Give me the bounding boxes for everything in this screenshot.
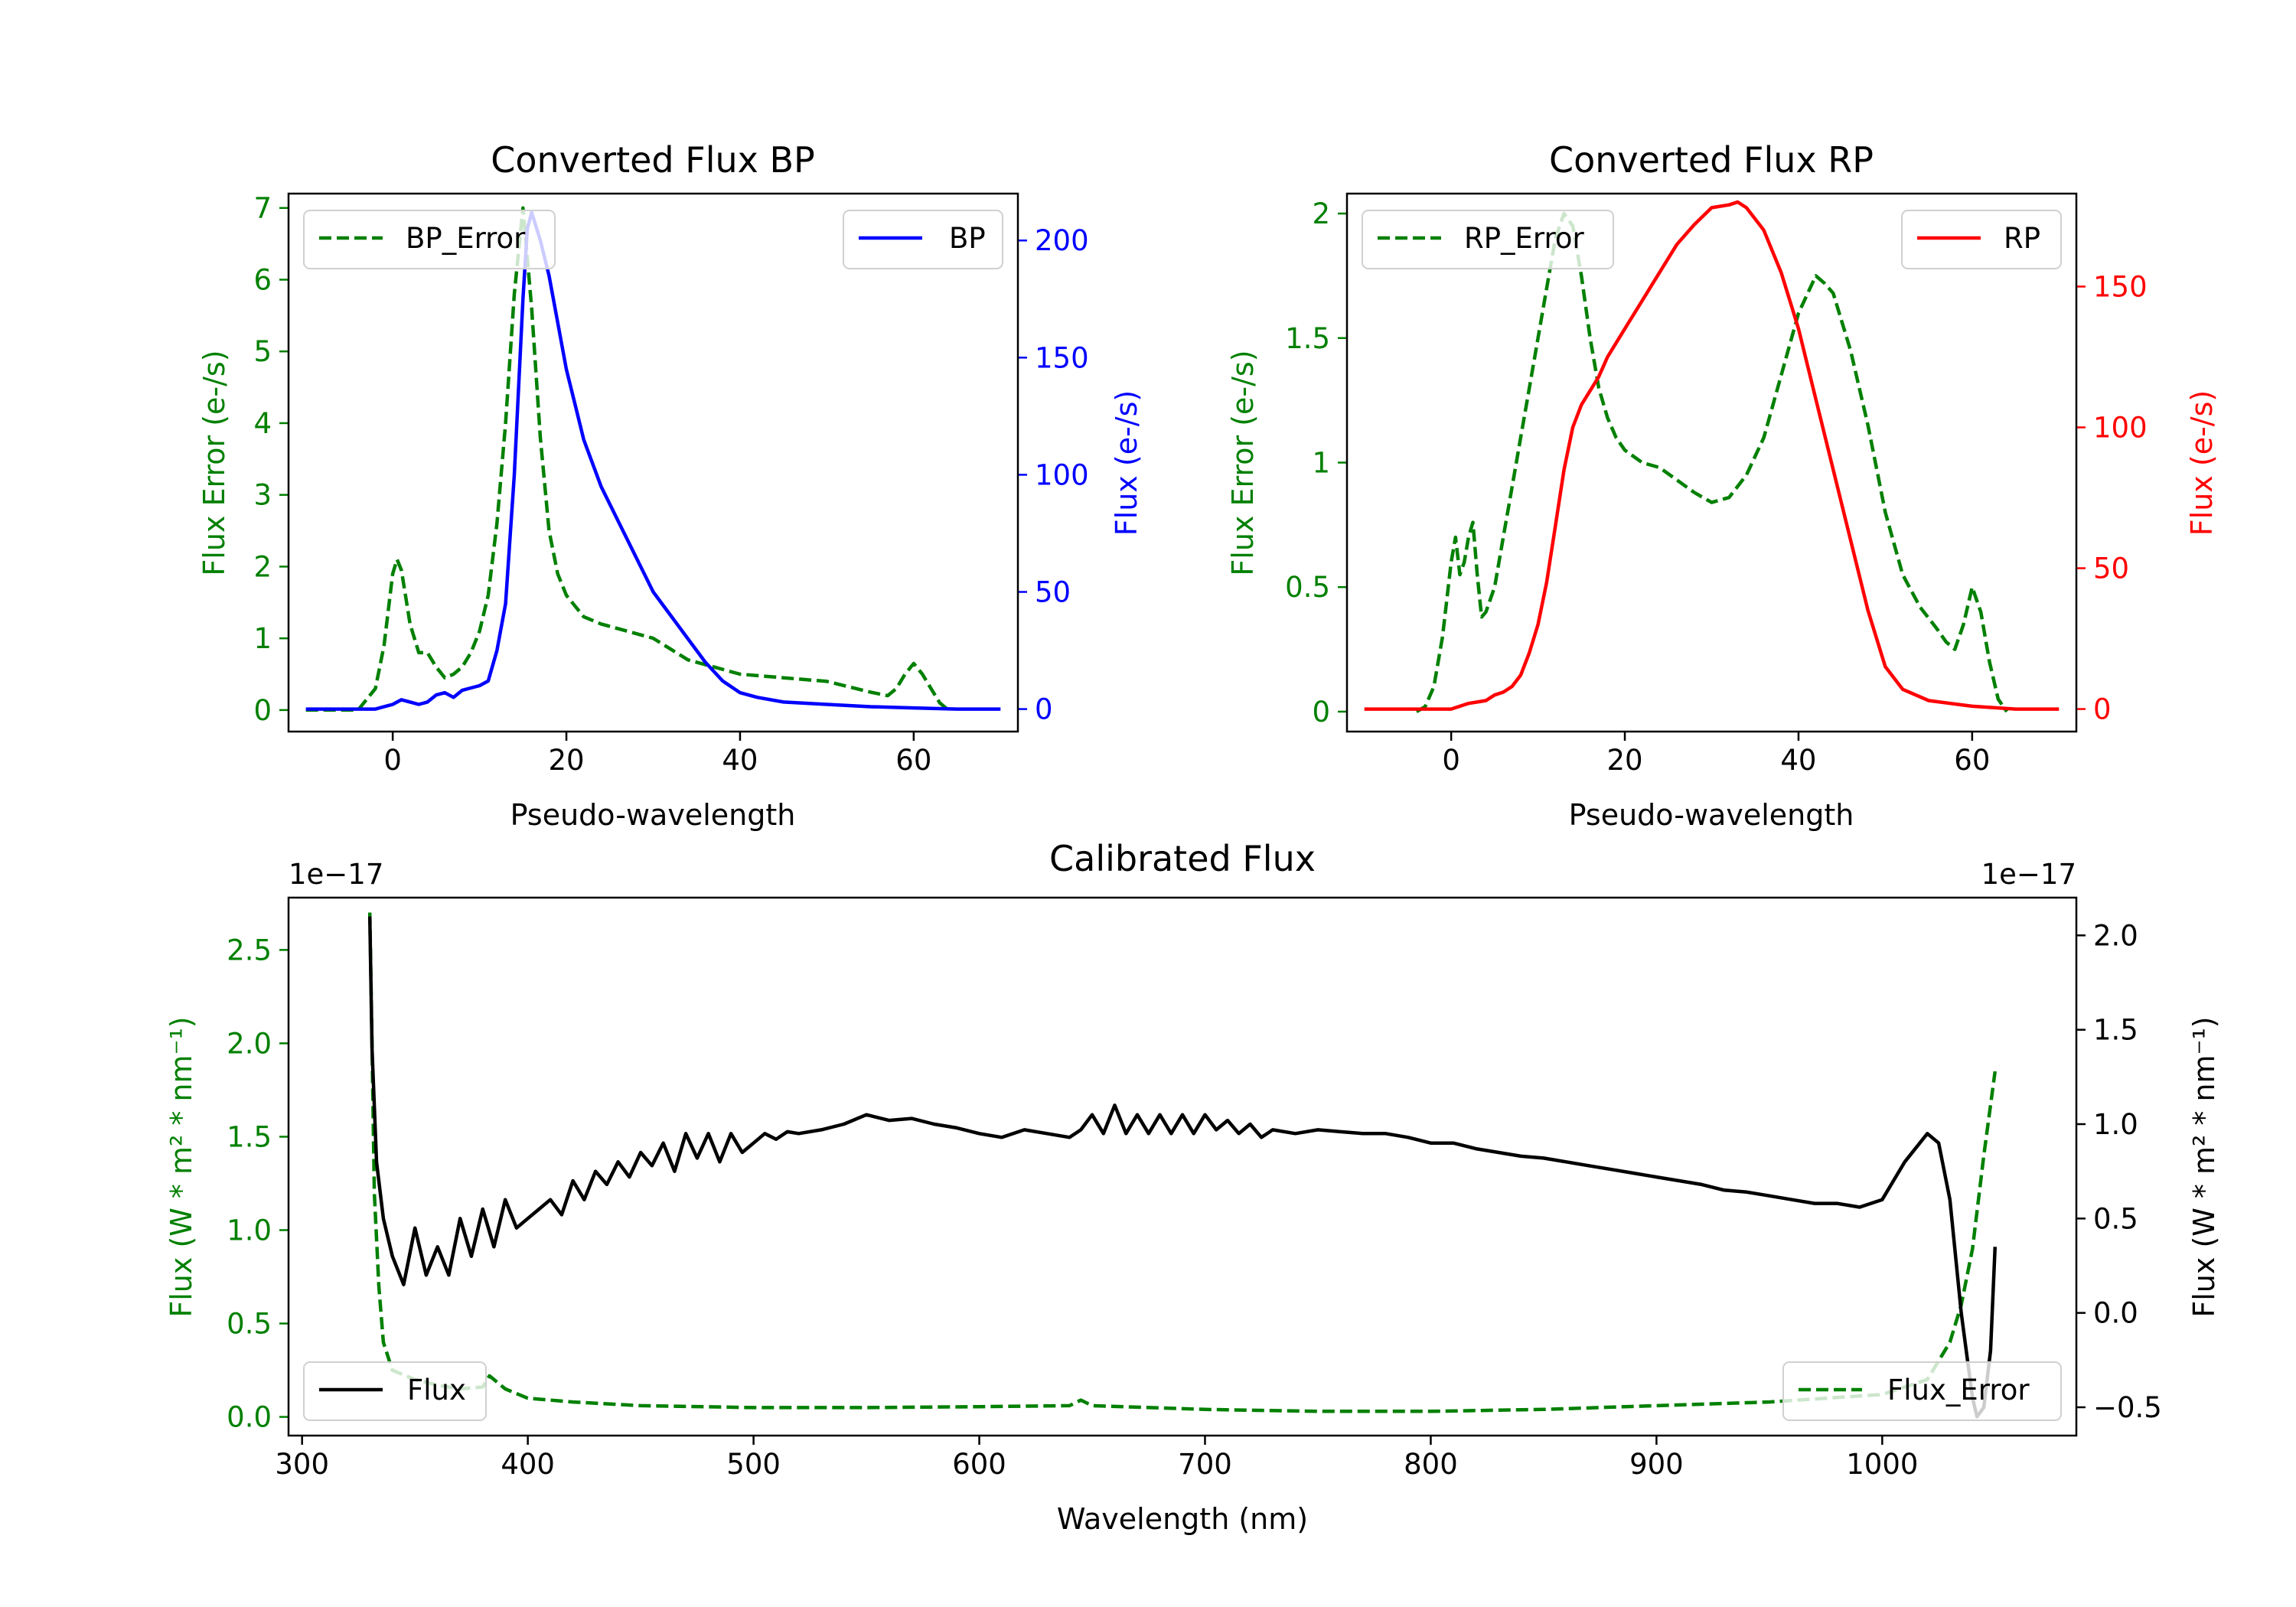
bp-left-y-tick-label: 1 <box>253 622 272 655</box>
rp-left-y-tick-label: 1.5 <box>1285 322 1330 355</box>
bp-left-y-tick-label: 4 <box>253 407 272 440</box>
calibrated-x-tick-label: 400 <box>501 1448 555 1481</box>
calibrated-right-y-tick-label: −0.5 <box>2093 1391 2162 1424</box>
calibrated-x-tick-label: 800 <box>1404 1448 1458 1481</box>
bp-right-y-axis-label: Flux (e-/s) <box>1110 390 1143 536</box>
rp-x-axis-label: Pseudo-wavelength <box>1569 798 1854 832</box>
bp-right-y-tick-label: 100 <box>1035 458 1089 491</box>
bp-right-y-tick-label: 200 <box>1035 224 1089 257</box>
bp-left-y-tick-label: 0 <box>253 694 272 727</box>
calibrated-right-y-tick-label: 1.5 <box>2093 1014 2138 1047</box>
rp-legend-left-box <box>1362 210 1614 269</box>
calibrated-right-y-tick-label: 2.0 <box>2093 919 2138 952</box>
calibrated-left-y-tick-label: 1.5 <box>227 1120 272 1153</box>
rp-left-y-tick-label: 2 <box>1312 197 1330 230</box>
calibrated-left-y-tick-label: 0.5 <box>227 1308 272 1341</box>
calibrated-left-y-tick-label: 1.0 <box>227 1214 272 1247</box>
bp-title: Converted Flux BP <box>491 139 815 181</box>
calibrated-x-tick-label: 500 <box>726 1448 781 1481</box>
rp-legend-right-box <box>1901 210 2062 269</box>
rp-x-tick-label: 0 <box>1442 744 1460 777</box>
rp-x-tick-label: 40 <box>1780 744 1816 777</box>
bp-x-tick-label: 40 <box>722 744 758 777</box>
rp-legend-right: RP <box>1901 210 2062 269</box>
rp-left-y-axis-label: Flux Error (e-/s) <box>1226 350 1260 575</box>
calibrated-axes-frame <box>287 896 2078 1437</box>
calibrated-legend-left-label: Flux <box>407 1374 466 1407</box>
calibrated-right-offset-label: 1e−17 <box>1981 858 2076 891</box>
bp-right-y-tick-label: 50 <box>1035 576 1071 609</box>
calibrated-x-tick-label: 700 <box>1178 1448 1232 1481</box>
calibrated-legend-left: Flux <box>303 1361 487 1421</box>
rp-right-y-tick-label: 150 <box>2093 270 2148 303</box>
bp-right-y-tick-label: 0 <box>1035 693 1053 726</box>
bp-left-y-tick-label: 2 <box>253 550 272 583</box>
rp-right-y-axis-label: Flux (e-/s) <box>2185 390 2219 536</box>
calibrated-legend-left-box <box>303 1361 487 1421</box>
bp-left-y-tick-label: 7 <box>253 192 272 225</box>
rp-series-rp-error <box>1415 211 2009 713</box>
bp-left-y-tick-label: 3 <box>253 479 272 512</box>
bp-left-y-tick-label: 6 <box>253 263 272 296</box>
rp-legend-left: RP_Error <box>1362 210 1614 269</box>
bp-x-tick-label: 60 <box>895 744 931 777</box>
bp-right-y-tick-label: 150 <box>1035 341 1089 374</box>
calibrated-legend-right-label: Flux_Error <box>1887 1374 2030 1407</box>
calibrated-title: Calibrated Flux <box>1049 838 1316 879</box>
bp-x-tick-label: 20 <box>549 744 585 777</box>
rp-series-rp <box>1364 200 2060 711</box>
bp-legend-right-box <box>843 210 1003 269</box>
bp-panel: Converted Flux BP 0 20 40 60 0 1 2 3 4 5 6 7 0 50 100 1… <box>197 139 1143 832</box>
bp-legend-left-label: BP_Error <box>406 222 526 255</box>
calibrated-x-axis-label: Wavelength (nm) <box>1057 1502 1308 1536</box>
rp-left-y-tick-label: 0.5 <box>1285 571 1330 604</box>
bp-legend-left-box <box>303 210 556 269</box>
rp-x-tick-label: 60 <box>1954 744 1990 777</box>
calibrated-left-offset-label: 1e−17 <box>289 858 383 891</box>
bp-legend-right-label: BP <box>949 222 986 255</box>
bp-x-tick-label: 0 <box>383 744 402 777</box>
calibrated-series-flux <box>367 916 1998 1419</box>
calibrated-x-tick-label: 300 <box>275 1448 329 1481</box>
bp-axes-frame <box>287 192 1019 733</box>
calibrated-panel: Calibrated Flux 300 400 500 600 700 800 900 100… <box>165 838 2221 1536</box>
bp-legend-right: BP <box>843 210 1003 269</box>
rp-right-y-tick-label: 0 <box>2093 693 2112 726</box>
rp-panel: Converted Flux RP 0 20 40 6000.511.52050100… <box>1226 139 2219 832</box>
rp-left-y-tick-label: 1 <box>1312 447 1330 480</box>
calibrated-right-y-tick-label: 1.0 <box>2093 1108 2138 1141</box>
calibrated-x-tick-label: 900 <box>1629 1448 1684 1481</box>
rp-right-y-tick-label: 50 <box>2093 553 2129 585</box>
calibrated-right-y-tick-label: 0.0 <box>2093 1297 2138 1330</box>
bp-series-bp-error <box>305 206 950 712</box>
bp-left-y-axis-label: Flux Error (e-/s) <box>197 350 231 575</box>
calibrated-right-y-axis-label: Flux (W * m² * nm⁻¹) <box>2187 1016 2221 1317</box>
calibrated-left-y-tick-label: 2.0 <box>227 1027 272 1060</box>
rp-title: Converted Flux RP <box>1549 139 1874 181</box>
calibrated-x-tick-label: 1000 <box>1846 1448 1918 1481</box>
calibrated-left-y-tick-label: 2.5 <box>227 934 272 966</box>
rp-right-y-tick-label: 100 <box>2093 411 2148 444</box>
calibrated-left-y-axis-label: Flux (W * m² * nm⁻¹) <box>165 1016 198 1317</box>
rp-axes-frame <box>1345 192 2078 733</box>
bp-legend-left: BP_Error <box>303 210 556 269</box>
calibrated-legend-right-box <box>1782 1361 2062 1421</box>
bp-left-y-tick-label: 5 <box>253 335 272 368</box>
rp-legend-left-label: RP_Error <box>1464 222 1584 255</box>
rp-left-y-tick-label: 0 <box>1312 696 1330 729</box>
rp-x-tick-label: 20 <box>1607 744 1643 777</box>
calibrated-legend-right: Flux_Error <box>1782 1361 2062 1421</box>
calibrated-x-tick-label: 600 <box>952 1448 1006 1481</box>
rp-legend-right-label: RP <box>2004 222 2040 255</box>
bp-x-axis-label: Pseudo-wavelength <box>510 798 796 832</box>
calibrated-right-y-tick-label: 0.5 <box>2093 1202 2138 1235</box>
calibrated-left-y-tick-label: 0.0 <box>227 1401 272 1434</box>
